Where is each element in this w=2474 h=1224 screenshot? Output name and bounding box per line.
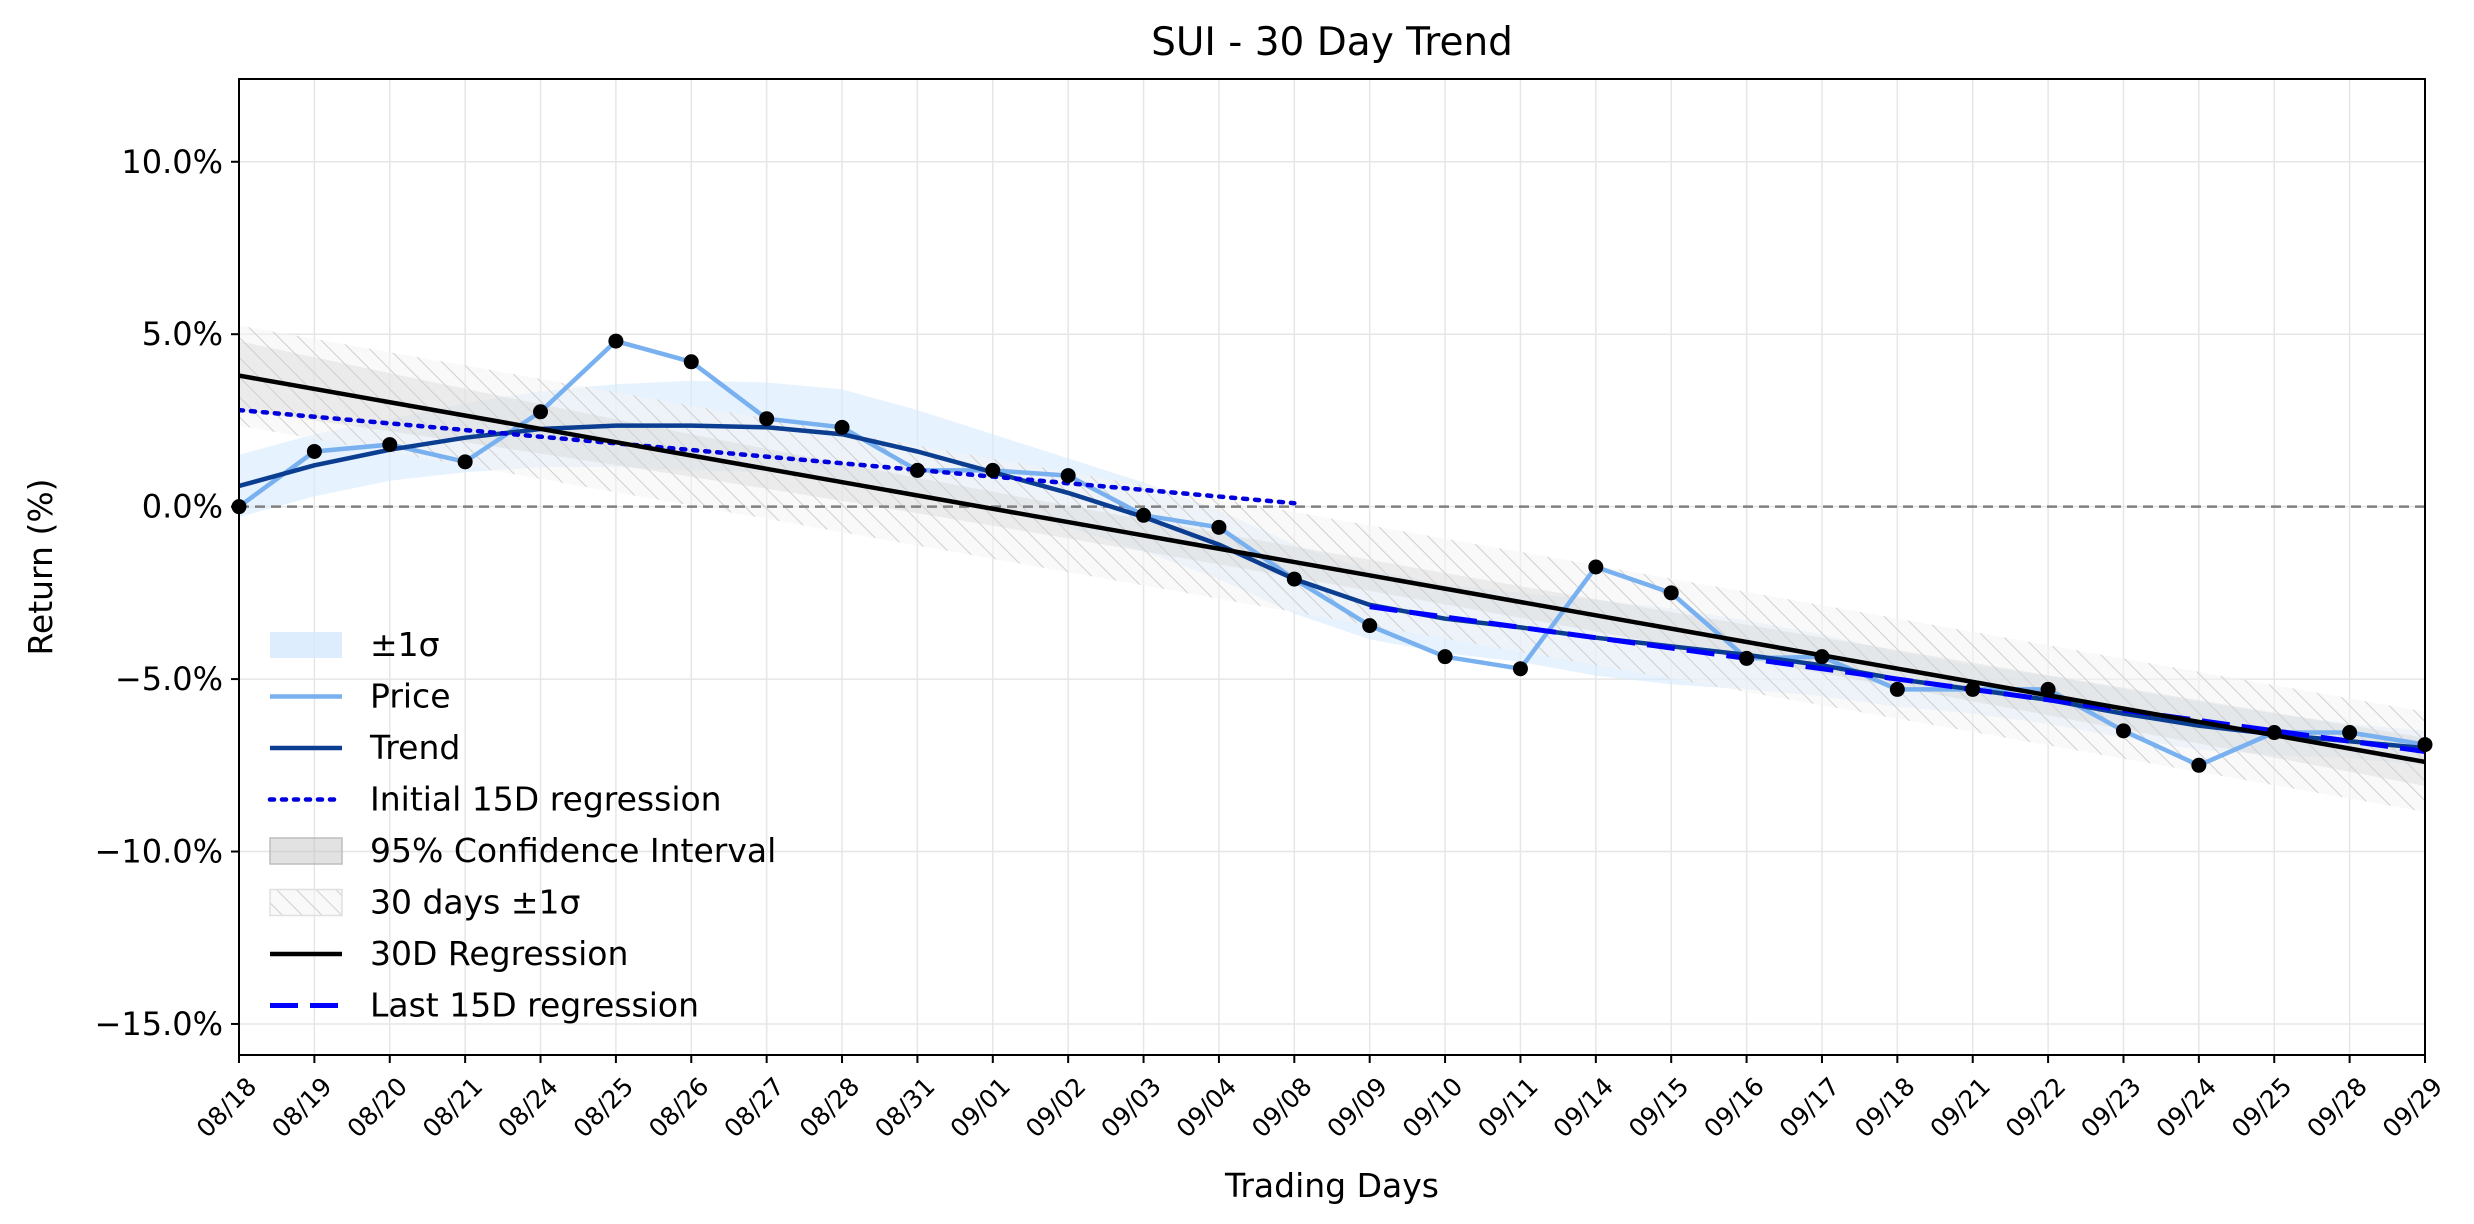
- price-point-8: [834, 419, 850, 435]
- series-lines: [239, 338, 2425, 768]
- y-tick-label-1: 5.0%: [142, 315, 223, 353]
- price-point-16: [1437, 649, 1453, 665]
- price-point-27: [2266, 725, 2282, 741]
- x-tick-label-14: 09/08: [1246, 1072, 1317, 1143]
- price-point-25: [2115, 723, 2131, 739]
- x-tick-label-29: 09/29: [2377, 1072, 2448, 1143]
- price-point-9: [909, 462, 925, 478]
- price-point-6: [683, 354, 699, 370]
- price-point-17: [1512, 661, 1528, 677]
- price-point-26: [2191, 757, 2207, 773]
- price-point-21: [1814, 649, 1830, 665]
- x-tick-label-7: 08/27: [718, 1072, 789, 1143]
- x-tick-label-11: 09/02: [1020, 1072, 1091, 1143]
- y-tick-label-5: −15.0%: [95, 1005, 223, 1043]
- series-initial-15d-regression: [239, 407, 1297, 506]
- price-markers: [231, 333, 2433, 773]
- x-tick-label-17: 09/11: [1472, 1072, 1543, 1143]
- legend-item-0: ±1σ: [270, 625, 440, 664]
- x-tick-label-23: 09/21: [1925, 1072, 1996, 1143]
- price-point-23: [1965, 681, 1981, 697]
- legend-swatch-30d-sigma: [269, 888, 343, 917]
- x-tick-label-6: 08/26: [643, 1072, 714, 1143]
- price-point-18: [1588, 559, 1604, 575]
- x-tick-label-4: 08/24: [492, 1072, 563, 1143]
- x-tick-label-10: 09/01: [945, 1072, 1016, 1143]
- price-point-15: [1362, 618, 1378, 634]
- price-point-14: [1286, 571, 1302, 587]
- legend-label-1: Price: [370, 677, 451, 716]
- y-tick-label-3: −5.0%: [115, 660, 223, 698]
- price-point-11: [1060, 468, 1076, 484]
- price-point-28: [2342, 725, 2358, 741]
- chart-title: SUI - 30 Day Trend: [1151, 20, 1513, 65]
- x-tick-label-5: 08/25: [568, 1072, 639, 1143]
- x-tick-label-13: 09/04: [1171, 1072, 1242, 1143]
- price-point-4: [533, 404, 549, 420]
- x-axis: 08/18 08/19 08/20 08/21 08/24 08/25 08/26 08/27…: [191, 1055, 2448, 1143]
- y-axis-label: Return (%): [21, 478, 60, 655]
- legend-label-2: Trend: [369, 728, 460, 767]
- legend-item-4: 95% Confidence Interval: [269, 831, 776, 870]
- legend-item-7: Last 15D regression: [270, 986, 699, 1025]
- legend-item-3: Initial 15D regression: [267, 780, 722, 819]
- plot-frame: [238, 78, 2426, 1056]
- x-axis-label: Trading Days: [1224, 1166, 1439, 1205]
- x-tick-label-0: 08/18: [191, 1072, 262, 1143]
- x-tick-label-3: 08/21: [417, 1072, 488, 1143]
- price-point-19: [1663, 585, 1679, 601]
- y-axis: 10.0% 5.0% 0.0% −5.0% −10.0% −15.0%: [95, 143, 239, 1043]
- series-last-15d-regression: [1369, 604, 2425, 754]
- x-tick-label-16: 09/10: [1397, 1072, 1468, 1143]
- legend-item-5: 30 days ±1σ: [269, 883, 580, 922]
- x-tick-label-26: 09/24: [2151, 1072, 2222, 1143]
- x-tick-label-28: 09/28: [2301, 1072, 2372, 1143]
- y-tick-label-0: 10.0%: [121, 143, 223, 181]
- legend-swatch-sigma: [270, 632, 342, 658]
- price-point-7: [759, 411, 775, 427]
- x-tick-label-8: 08/28: [794, 1072, 865, 1143]
- price-point-1: [306, 443, 322, 459]
- legend-label-6: 30D Regression: [370, 934, 628, 973]
- price-point-20: [1739, 650, 1755, 666]
- x-tick-label-21: 09/17: [1774, 1072, 1845, 1143]
- price-point-2: [382, 437, 398, 453]
- legend-item-1: Price: [270, 677, 451, 716]
- x-tick-label-20: 09/16: [1698, 1072, 1769, 1143]
- series-30d-regression: [239, 373, 2425, 765]
- x-tick-label-19: 09/15: [1623, 1072, 1694, 1143]
- price-point-13: [1211, 519, 1227, 535]
- price-point-12: [1136, 507, 1152, 523]
- legend-swatch-confidence: [269, 837, 343, 865]
- x-tick-label-25: 09/23: [2075, 1072, 2146, 1143]
- price-point-22: [1889, 681, 1905, 697]
- x-tick-label-9: 08/31: [869, 1072, 940, 1143]
- price-point-10: [985, 462, 1001, 478]
- x-tick-label-22: 09/18: [1849, 1072, 1920, 1143]
- legend-label-3: Initial 15D regression: [370, 780, 722, 819]
- x-tick-label-1: 08/19: [266, 1072, 337, 1143]
- y-tick-label-4: −10.0%: [95, 833, 223, 871]
- price-point-24: [2040, 681, 2056, 697]
- legend-label-7: Last 15D regression: [370, 986, 699, 1025]
- legend-item-6: 30D Regression: [270, 934, 628, 973]
- legend-item-2: Trend: [270, 728, 460, 767]
- x-tick-label-27: 09/25: [2226, 1072, 2297, 1143]
- price-point-3: [457, 454, 473, 470]
- y-tick-label-2: 0.0%: [142, 488, 223, 526]
- price-point-5: [608, 333, 624, 349]
- x-tick-label-24: 09/22: [2000, 1072, 2071, 1143]
- x-tick-label-18: 09/14: [1548, 1072, 1619, 1143]
- x-tick-label-12: 09/03: [1095, 1072, 1166, 1143]
- legend: ±1σ Price Trend Initial 15D regression 95% C…: [267, 625, 776, 1025]
- x-tick-label-15: 09/09: [1321, 1072, 1392, 1143]
- legend-label-0: ±1σ: [370, 625, 440, 664]
- legend-label-4: 95% Confidence Interval: [370, 831, 776, 870]
- x-tick-label-2: 08/20: [342, 1072, 413, 1143]
- legend-label-5: 30 days ±1σ: [370, 883, 580, 922]
